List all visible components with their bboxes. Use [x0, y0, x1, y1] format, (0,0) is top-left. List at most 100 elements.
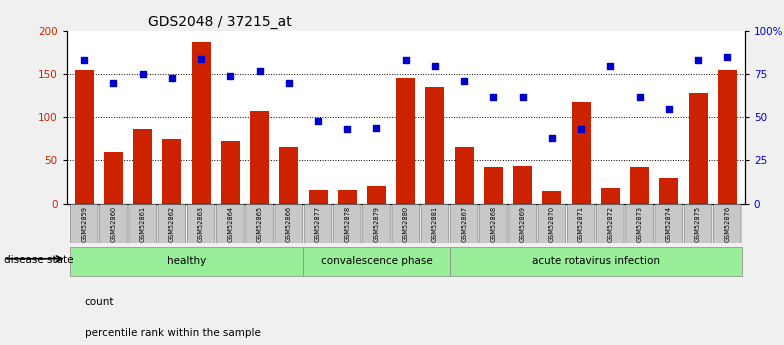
- Point: [662, 106, 675, 111]
- Text: GSM52873: GSM52873: [637, 206, 643, 242]
- Point: [312, 118, 325, 124]
- Point: [399, 58, 412, 63]
- Point: [575, 127, 587, 132]
- FancyBboxPatch shape: [421, 205, 448, 244]
- Text: healthy: healthy: [167, 256, 206, 266]
- Text: GSM52861: GSM52861: [140, 206, 146, 242]
- Text: GSM52860: GSM52860: [111, 206, 116, 242]
- Text: GSM52866: GSM52866: [286, 206, 292, 242]
- Point: [487, 94, 499, 99]
- FancyBboxPatch shape: [216, 205, 244, 244]
- Bar: [104, 152, 123, 204]
- Bar: [572, 102, 590, 204]
- Text: GSM52865: GSM52865: [256, 206, 263, 242]
- FancyBboxPatch shape: [304, 205, 332, 244]
- FancyBboxPatch shape: [597, 205, 624, 244]
- Point: [604, 63, 616, 68]
- Text: GSM52877: GSM52877: [315, 206, 321, 242]
- Bar: [455, 148, 474, 204]
- FancyBboxPatch shape: [71, 205, 98, 244]
- Text: GSM52872: GSM52872: [608, 206, 613, 242]
- FancyBboxPatch shape: [187, 205, 215, 244]
- Point: [341, 127, 354, 132]
- FancyBboxPatch shape: [333, 205, 361, 244]
- Text: GSM52880: GSM52880: [403, 206, 408, 242]
- FancyBboxPatch shape: [655, 205, 683, 244]
- Point: [78, 58, 90, 63]
- Point: [633, 94, 646, 99]
- FancyBboxPatch shape: [509, 205, 536, 244]
- Point: [458, 78, 470, 84]
- Bar: [484, 167, 503, 204]
- Text: GSM52862: GSM52862: [169, 206, 175, 242]
- Bar: [279, 148, 298, 204]
- FancyBboxPatch shape: [480, 205, 507, 244]
- Text: GSM52869: GSM52869: [520, 206, 525, 242]
- Text: percentile rank within the sample: percentile rank within the sample: [85, 328, 260, 338]
- Text: GSM52864: GSM52864: [227, 206, 234, 242]
- Bar: [309, 190, 328, 204]
- Point: [253, 68, 266, 73]
- Text: GSM52878: GSM52878: [344, 206, 350, 242]
- FancyBboxPatch shape: [363, 205, 390, 244]
- Text: GSM52859: GSM52859: [82, 206, 87, 242]
- FancyBboxPatch shape: [303, 247, 449, 276]
- Text: GSM52868: GSM52868: [491, 206, 496, 242]
- Bar: [396, 79, 416, 204]
- Bar: [630, 167, 649, 204]
- Bar: [338, 190, 357, 204]
- Point: [165, 75, 178, 80]
- Bar: [162, 139, 181, 204]
- FancyBboxPatch shape: [568, 205, 595, 244]
- Text: GSM52870: GSM52870: [549, 206, 555, 242]
- FancyBboxPatch shape: [158, 205, 186, 244]
- Point: [546, 135, 558, 141]
- Bar: [191, 42, 211, 204]
- Bar: [367, 186, 386, 204]
- Text: acute rotavirus infection: acute rotavirus infection: [532, 256, 659, 266]
- Point: [517, 94, 529, 99]
- Point: [282, 80, 295, 86]
- Bar: [221, 141, 240, 204]
- Text: GSM52875: GSM52875: [695, 206, 701, 242]
- Text: GSM52871: GSM52871: [578, 206, 584, 242]
- FancyBboxPatch shape: [392, 205, 419, 244]
- Text: GSM52879: GSM52879: [373, 206, 379, 242]
- Bar: [601, 188, 620, 204]
- Text: GSM52874: GSM52874: [666, 206, 672, 242]
- Bar: [659, 178, 678, 204]
- Point: [370, 125, 383, 130]
- Text: GDS2048 / 37215_at: GDS2048 / 37215_at: [148, 14, 292, 29]
- FancyBboxPatch shape: [246, 205, 274, 244]
- Point: [136, 71, 149, 77]
- Bar: [688, 93, 707, 204]
- Point: [107, 80, 120, 86]
- Text: GSM52881: GSM52881: [432, 206, 438, 242]
- Point: [224, 73, 237, 79]
- Text: convalescence phase: convalescence phase: [321, 256, 432, 266]
- FancyBboxPatch shape: [100, 205, 127, 244]
- Text: GSM52867: GSM52867: [461, 206, 467, 242]
- FancyBboxPatch shape: [451, 205, 478, 244]
- Bar: [250, 111, 269, 204]
- Text: GSM52863: GSM52863: [198, 206, 204, 242]
- Point: [691, 58, 704, 63]
- FancyBboxPatch shape: [449, 247, 742, 276]
- FancyBboxPatch shape: [626, 205, 653, 244]
- FancyBboxPatch shape: [713, 205, 741, 244]
- Text: disease state: disease state: [4, 256, 74, 265]
- Point: [721, 54, 734, 60]
- FancyBboxPatch shape: [129, 205, 156, 244]
- Bar: [426, 87, 445, 204]
- FancyBboxPatch shape: [275, 205, 303, 244]
- Bar: [718, 70, 737, 204]
- Point: [195, 56, 208, 61]
- Text: count: count: [85, 297, 114, 307]
- FancyBboxPatch shape: [538, 205, 565, 244]
- Bar: [133, 128, 152, 204]
- FancyBboxPatch shape: [70, 247, 303, 276]
- FancyBboxPatch shape: [684, 205, 712, 244]
- Point: [429, 63, 441, 68]
- Text: GSM52876: GSM52876: [724, 206, 730, 242]
- Bar: [543, 190, 561, 204]
